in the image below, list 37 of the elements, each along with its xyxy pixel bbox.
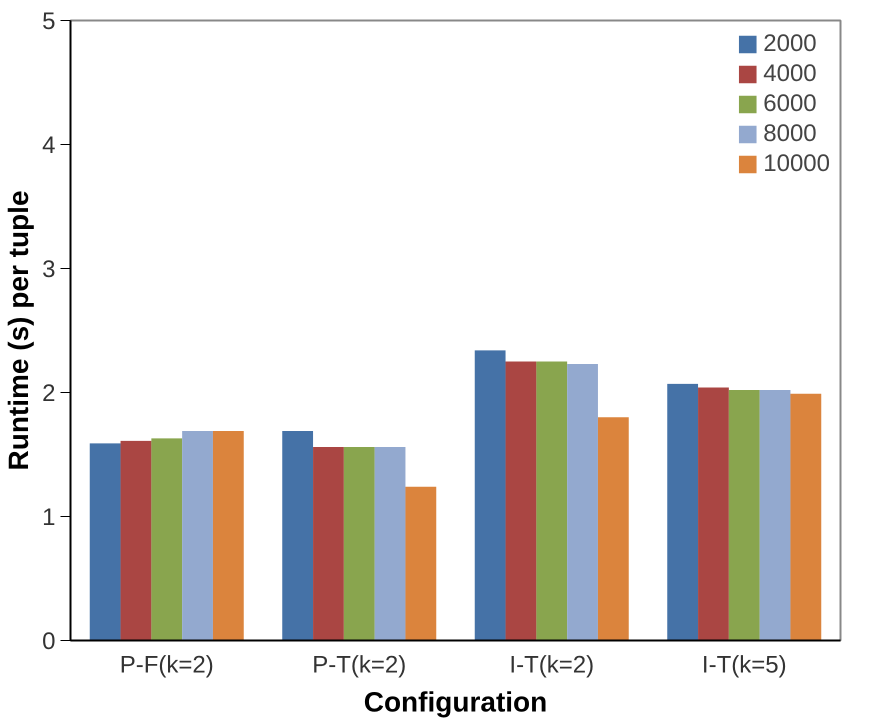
bar <box>536 362 568 640</box>
legend-label: 10000 <box>763 150 830 178</box>
bar <box>90 443 121 640</box>
legend-label: 6000 <box>763 90 817 118</box>
bar <box>474 350 506 640</box>
legend-label: 8000 <box>763 120 817 148</box>
y-tick-label: 3 <box>42 256 56 283</box>
bar <box>760 390 790 640</box>
x-axis-title: Configuration <box>364 686 548 718</box>
bar <box>405 486 436 640</box>
y-tick-label: 2 <box>42 380 56 407</box>
x-tick-label: P-T(k=2) <box>312 652 406 678</box>
y-tick-label: 5 <box>42 8 56 35</box>
x-tick-label: I-T(k=5) <box>702 652 787 678</box>
y-tick-label: 1 <box>42 504 56 531</box>
y-tick-label: 0 <box>42 628 56 655</box>
legend-label: 2000 <box>763 30 817 58</box>
bar <box>212 430 244 640</box>
bar <box>313 447 344 640</box>
bar <box>667 384 698 640</box>
bar <box>567 364 598 640</box>
bar <box>728 390 760 640</box>
bar <box>506 362 536 640</box>
bar <box>344 447 375 640</box>
x-tick-label: P-F(k=2) <box>120 652 214 678</box>
bar <box>151 438 182 640</box>
x-tick-label: I-T(k=2) <box>509 652 594 678</box>
bar <box>374 447 406 640</box>
y-tick-label: 4 <box>42 132 56 159</box>
bar <box>790 394 822 640</box>
bar <box>282 430 314 640</box>
bar <box>182 430 213 640</box>
legend-label: 4000 <box>763 60 817 88</box>
bar <box>698 388 729 640</box>
y-axis-title: Runtime (s) per tuple <box>3 190 34 471</box>
bar <box>120 440 152 640</box>
bar <box>598 417 629 640</box>
